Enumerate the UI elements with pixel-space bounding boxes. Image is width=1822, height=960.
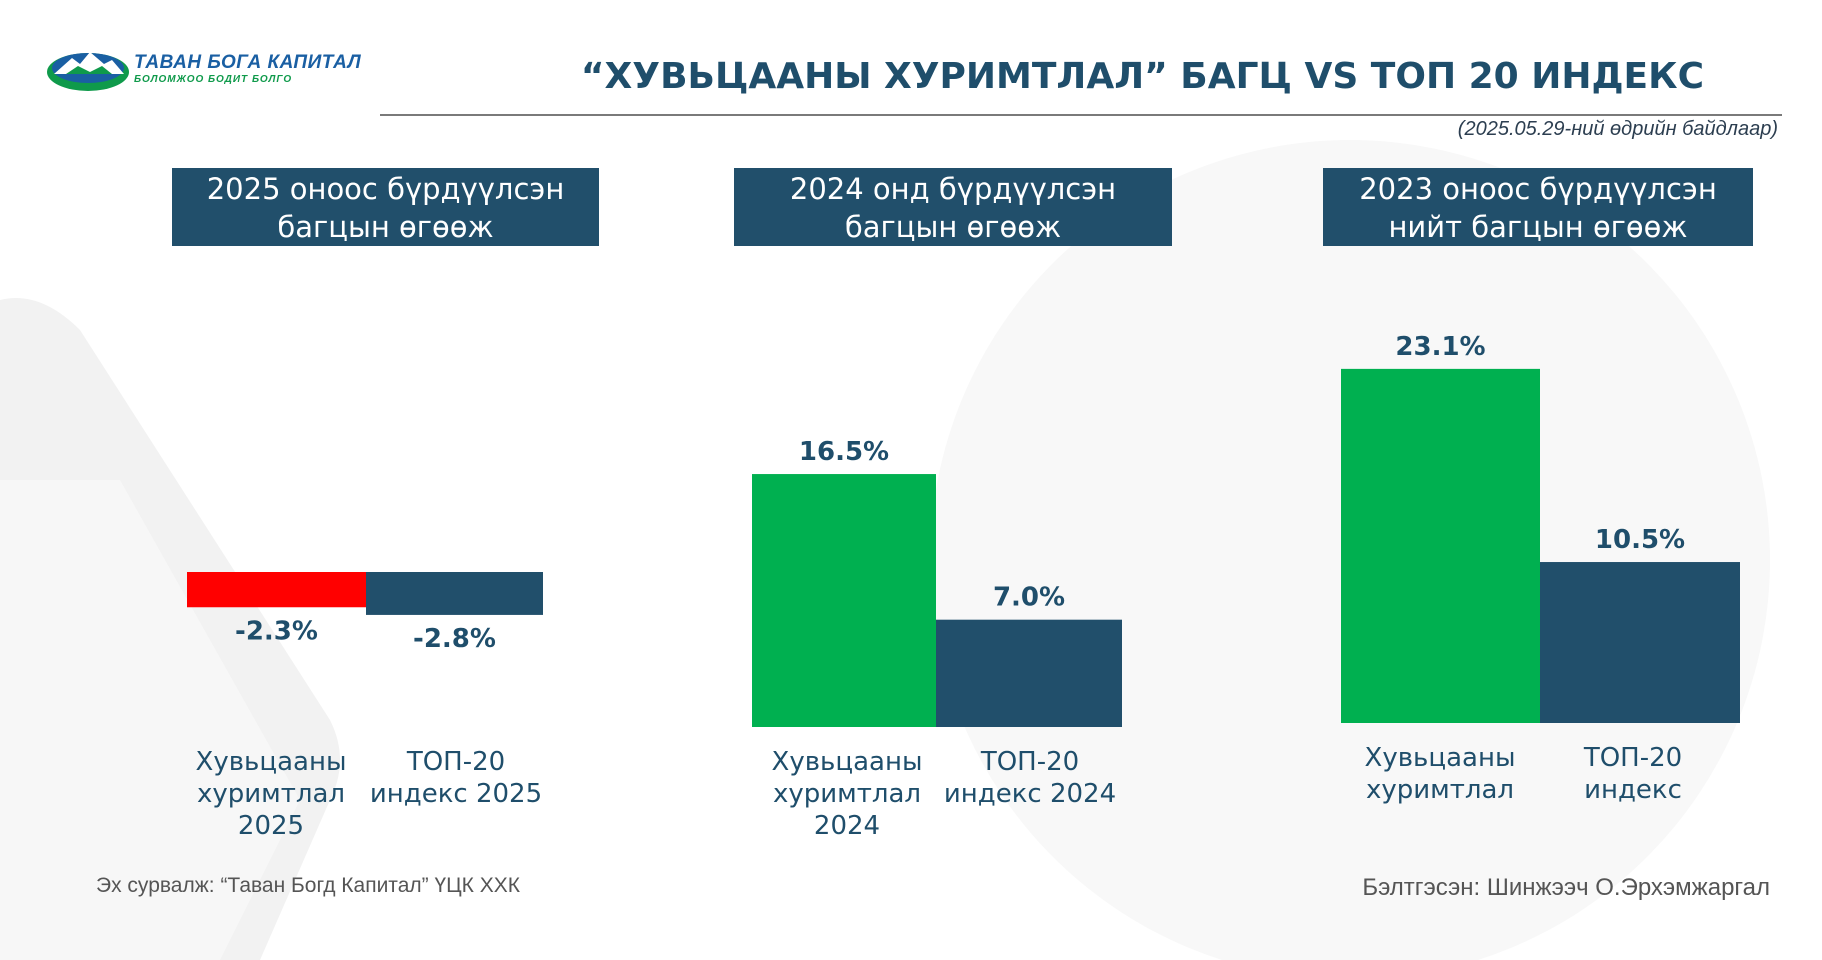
logo-tagline: БОЛОМЖОО БОДИТ БОЛГО <box>134 74 293 85</box>
category-label: ТОП-20 индекс 2025 <box>369 747 543 809</box>
prepared-by-note: Бэлтгэсэн: Шинжээч О.Эрхэмжаргал <box>1362 874 1770 901</box>
data-label: 10.5% <box>1595 525 1685 555</box>
category-label: Хувьцааны хуримтлал 2025 <box>195 747 347 841</box>
category-label: ТОП-20 индекс 2024 <box>943 747 1117 809</box>
panel-header-2023: 2023 оноос бүрдүүлсэн нийт багцын өгөөж <box>1323 168 1753 246</box>
bar <box>752 474 936 727</box>
category-label: Хувьцааны хуримтлал <box>1364 743 1516 805</box>
panel-header-2025: 2025 оноос бүрдүүлсэн багцын өгөөж <box>172 168 599 246</box>
data-label: -2.3% <box>235 616 318 646</box>
data-label: 7.0% <box>993 583 1065 613</box>
bar <box>366 572 543 615</box>
bar <box>1540 562 1740 723</box>
source-note: Эх сурвалж: “Таван Богд Капитал” ҮЦК ХХК <box>96 874 520 897</box>
category-label: Хувьцааны хуримтлал 2024 <box>771 747 923 841</box>
category-label: ТОП-20 индекс <box>1583 743 1683 805</box>
data-label: 23.1% <box>1395 332 1485 362</box>
bar <box>187 572 366 608</box>
mountain-logo-icon <box>47 52 129 91</box>
data-label: -2.8% <box>413 624 496 654</box>
logo-name: ТАВАН БОГА КАПИТАЛ <box>134 52 362 73</box>
data-label: 16.5% <box>799 437 889 467</box>
as-of-date: (2025.05.29-ний өдрийн байдлаар) <box>1457 118 1778 140</box>
page-title: “ХУВЬЦААНЫ ХУРИМТЛАЛ” БАГЦ VS ТОП 20 ИНД… <box>580 56 1704 97</box>
panel-header-2024: 2024 онд бүрдүүлсэн багцын өгөөж <box>734 168 1172 246</box>
bar <box>936 619 1122 727</box>
title-divider <box>380 114 1782 116</box>
bar <box>1341 368 1540 723</box>
company-logo: ТАВАН БОГА КАПИТАЛ БОЛОМЖОО БОДИТ БОЛГО <box>46 46 361 96</box>
